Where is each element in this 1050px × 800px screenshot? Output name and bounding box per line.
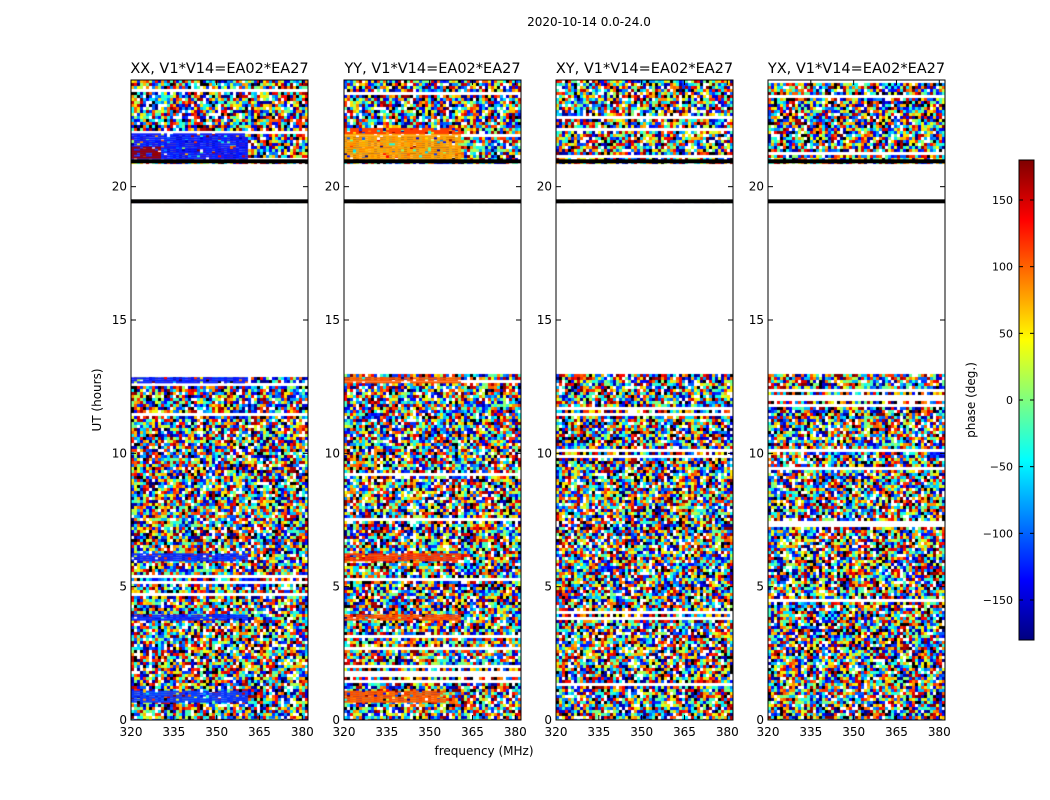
colorbar-tick-label: 100 xyxy=(992,261,1013,274)
y-tick-label: 15 xyxy=(325,313,340,327)
flag-line xyxy=(768,199,945,204)
flag-line xyxy=(556,199,733,204)
colorbar-tick-label: −50 xyxy=(990,461,1013,474)
y-tick-label: 10 xyxy=(325,446,340,460)
y-tick-label: 5 xyxy=(544,580,552,594)
panel-title: XX, V1*V14=EA02*EA27 xyxy=(130,61,308,77)
colorbar-tick-label: 50 xyxy=(999,327,1013,340)
y-tick-label: 10 xyxy=(537,446,552,460)
colorbar-ticks: 150 100 50 0 −50 −100 −150 xyxy=(983,194,1034,607)
x-tick-label: 365 xyxy=(885,725,908,739)
colorbar-tick-label: −150 xyxy=(983,594,1013,607)
y-tick-label: 20 xyxy=(537,180,552,194)
panel-2: YY, V1*V14=EA02*EA27 320 335 350 365 380 0 5 10 1… xyxy=(325,61,527,739)
x-tick-label: 380 xyxy=(291,725,314,739)
x-tick-label: 380 xyxy=(716,725,739,739)
colorbar: 150 100 50 0 −50 −100 −150 phase (deg.) xyxy=(964,159,1035,641)
x-tick-label: 335 xyxy=(799,725,822,739)
flag-line xyxy=(344,199,521,204)
x-tick-label: 350 xyxy=(205,725,228,739)
panel-title: YY, V1*V14=EA02*EA27 xyxy=(343,61,520,77)
x-tick-label: 320 xyxy=(333,725,356,739)
y-tick-label: 10 xyxy=(112,446,127,460)
x-tick-label: 365 xyxy=(461,725,484,739)
y-tick-label: 10 xyxy=(749,446,764,460)
flag-line xyxy=(131,159,308,164)
y-tick-label: 0 xyxy=(544,713,552,727)
flag-line xyxy=(556,159,733,164)
panel-frame xyxy=(767,79,946,721)
panel-frame xyxy=(343,79,522,721)
panel-title: XY, V1*V14=EA02*EA27 xyxy=(556,61,733,77)
y-tick-label: 20 xyxy=(325,180,340,194)
y-tick-label: 5 xyxy=(119,580,127,594)
x-tick-label: 320 xyxy=(545,725,568,739)
colorbar-label: phase (deg.) xyxy=(964,362,978,438)
y-axis-label: UT (hours) xyxy=(90,368,104,431)
flag-line xyxy=(768,159,945,164)
y-tick-label: 15 xyxy=(537,313,552,327)
panel-frame xyxy=(130,79,309,721)
y-tick-label: 5 xyxy=(756,580,764,594)
y-tick-label: 15 xyxy=(112,313,127,327)
panel-1: XX, V1*V14=EA02*EA27 320 335 350 365 380 0 5 10 1… xyxy=(112,61,314,739)
x-tick-label: 380 xyxy=(504,725,527,739)
colorbar-tick-label: 150 xyxy=(992,194,1013,207)
x-tick-label: 335 xyxy=(162,725,185,739)
x-tick-label: 320 xyxy=(757,725,780,739)
colorbar-tick-label: 0 xyxy=(1006,394,1013,407)
y-tick-label: 20 xyxy=(749,180,764,194)
y-tick-label: 0 xyxy=(756,713,764,727)
colorbar-tick-label: −100 xyxy=(983,527,1013,540)
phase-heatmap xyxy=(344,80,521,720)
x-tick-label: 335 xyxy=(587,725,610,739)
flag-line xyxy=(131,199,308,204)
panel-title: YX, V1*V14=EA02*EA27 xyxy=(767,61,945,77)
x-tick-label: 350 xyxy=(418,725,441,739)
y-tick-label: 15 xyxy=(749,313,764,327)
panel-3: XY, V1*V14=EA02*EA27 320 335 350 365 380 0 5 10 1… xyxy=(537,61,739,739)
panel-4: YX, V1*V14=EA02*EA27 320 335 350 365 380 0 5 10 1… xyxy=(749,61,951,739)
panels-group: XX, V1*V14=EA02*EA27 320 335 350 365 380 0 5 10 1… xyxy=(112,61,951,739)
x-tick-label: 380 xyxy=(928,725,951,739)
y-tick-label: 5 xyxy=(332,580,340,594)
y-tick-label: 0 xyxy=(119,713,127,727)
x-tick-label: 335 xyxy=(375,725,398,739)
x-tick-label: 350 xyxy=(842,725,865,739)
panel-frame xyxy=(555,79,734,721)
phase-heatmap xyxy=(768,80,945,720)
y-tick-label: 20 xyxy=(112,180,127,194)
y-tick-label: 0 xyxy=(332,713,340,727)
figure-title: 2020-10-14 0.0-24.0 xyxy=(527,15,651,29)
phase-heatmap xyxy=(556,80,733,720)
x-tick-label: 320 xyxy=(120,725,143,739)
x-axis-label: frequency (MHz) xyxy=(434,744,533,758)
colorbar-gradient xyxy=(1019,160,1034,640)
x-tick-label: 365 xyxy=(673,725,696,739)
x-tick-label: 365 xyxy=(248,725,271,739)
x-tick-label: 350 xyxy=(630,725,653,739)
flag-line xyxy=(344,159,521,164)
phase-heatmap xyxy=(131,80,308,720)
